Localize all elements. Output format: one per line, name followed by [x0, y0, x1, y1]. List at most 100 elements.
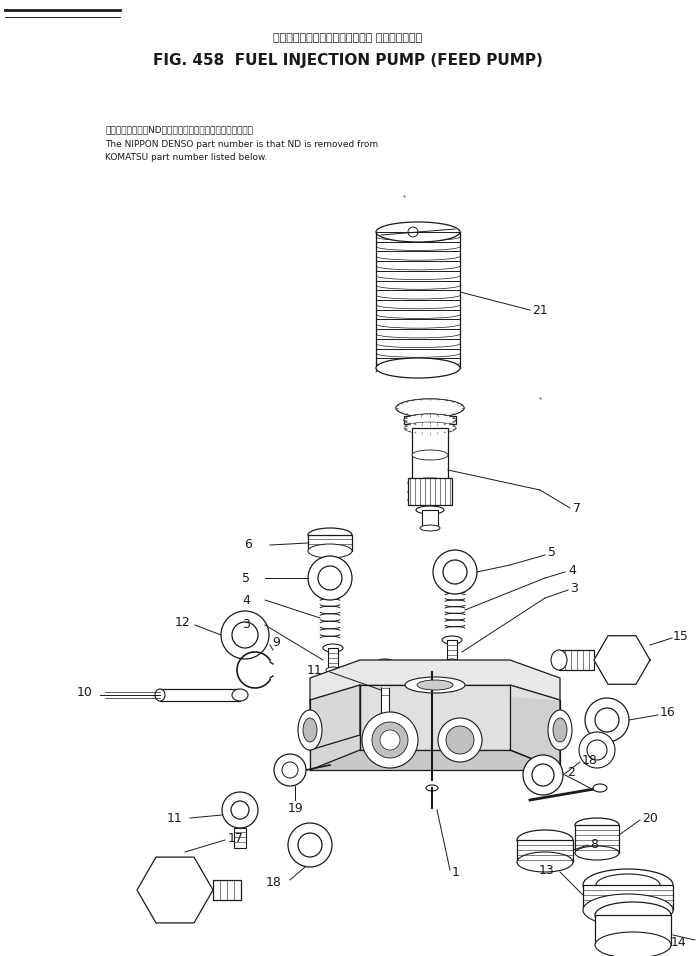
Bar	[408, 478, 452, 505]
Bar	[234, 828, 246, 848]
Text: 8: 8	[590, 838, 598, 852]
Circle shape	[585, 698, 629, 742]
Ellipse shape	[308, 528, 352, 542]
Polygon shape	[310, 685, 360, 770]
Ellipse shape	[377, 659, 393, 665]
Text: 品番のメーカ記号NDを除いたものが日本電装の品番です。: 品番のメーカ記号NDを除いたものが日本電装の品番です。	[105, 125, 253, 135]
Text: 9: 9	[272, 637, 280, 649]
Text: 20: 20	[642, 812, 658, 824]
Circle shape	[308, 556, 352, 600]
Polygon shape	[310, 660, 560, 700]
Ellipse shape	[376, 358, 460, 378]
Ellipse shape	[596, 874, 660, 896]
Circle shape	[380, 730, 400, 750]
Text: 14: 14	[671, 936, 686, 948]
Circle shape	[362, 712, 418, 768]
Text: FIG. 458  FUEL INJECTION PUMP (FEED PUMP): FIG. 458 FUEL INJECTION PUMP (FEED PUMP)	[153, 53, 543, 68]
Ellipse shape	[376, 222, 460, 242]
Circle shape	[424, 402, 436, 414]
Ellipse shape	[548, 710, 572, 750]
Text: 18: 18	[266, 876, 282, 888]
Ellipse shape	[420, 525, 440, 531]
Circle shape	[408, 227, 418, 237]
Ellipse shape	[404, 414, 456, 426]
Circle shape	[221, 611, 269, 659]
Circle shape	[438, 718, 482, 762]
Ellipse shape	[416, 506, 444, 514]
Text: 15: 15	[673, 629, 689, 642]
Text: 19: 19	[288, 801, 304, 815]
Text: 5: 5	[242, 572, 250, 584]
Ellipse shape	[404, 422, 456, 434]
Ellipse shape	[445, 659, 459, 665]
Bar	[517, 840, 573, 862]
Polygon shape	[360, 685, 510, 750]
Bar	[447, 640, 457, 662]
Circle shape	[231, 801, 249, 819]
Ellipse shape	[232, 689, 248, 701]
Bar	[595, 915, 671, 945]
Text: 12: 12	[174, 617, 190, 629]
Ellipse shape	[408, 495, 452, 505]
Text: 17: 17	[228, 832, 244, 844]
Ellipse shape	[583, 869, 673, 901]
Text: 13: 13	[538, 863, 554, 877]
Ellipse shape	[426, 785, 438, 791]
Ellipse shape	[551, 650, 567, 670]
Ellipse shape	[396, 399, 464, 417]
Ellipse shape	[595, 932, 671, 956]
Text: 5: 5	[548, 547, 556, 559]
Text: 1: 1	[452, 865, 460, 879]
Ellipse shape	[326, 667, 340, 673]
Bar	[422, 510, 438, 528]
Circle shape	[298, 833, 322, 857]
Ellipse shape	[155, 689, 165, 701]
Circle shape	[532, 764, 554, 786]
Circle shape	[595, 708, 619, 732]
Ellipse shape	[408, 478, 452, 488]
Ellipse shape	[575, 818, 619, 832]
Bar	[160, 689, 240, 701]
Text: 18: 18	[582, 753, 598, 767]
Ellipse shape	[593, 784, 607, 792]
Text: 4: 4	[242, 594, 250, 606]
Bar	[308, 535, 352, 551]
Ellipse shape	[583, 894, 673, 926]
Text: 21: 21	[532, 303, 548, 316]
Circle shape	[523, 755, 563, 795]
Circle shape	[587, 740, 607, 760]
Circle shape	[274, 754, 306, 786]
Circle shape	[318, 566, 342, 590]
Text: 11: 11	[306, 663, 322, 677]
Polygon shape	[594, 636, 650, 684]
Ellipse shape	[405, 677, 465, 693]
Polygon shape	[360, 685, 560, 700]
Polygon shape	[137, 858, 213, 923]
Text: 4: 4	[568, 563, 576, 576]
Ellipse shape	[417, 680, 453, 690]
Text: 3: 3	[242, 619, 250, 632]
Ellipse shape	[408, 487, 452, 497]
Bar	[213, 880, 241, 900]
Ellipse shape	[575, 846, 619, 860]
Text: 16: 16	[660, 706, 676, 720]
Circle shape	[282, 762, 298, 778]
Ellipse shape	[442, 636, 462, 644]
Circle shape	[579, 732, 615, 768]
Text: フェエルインジェクションポンプ フィードポンプ: フェエルインジェクションポンプ フィードポンプ	[273, 33, 422, 43]
Circle shape	[433, 550, 477, 594]
Bar	[381, 662, 389, 720]
Circle shape	[232, 622, 258, 648]
Ellipse shape	[323, 644, 343, 652]
Polygon shape	[510, 685, 560, 770]
Ellipse shape	[303, 718, 317, 742]
Circle shape	[372, 722, 408, 758]
Bar	[404, 416, 456, 424]
Bar	[412, 428, 448, 483]
Text: 2: 2	[567, 767, 575, 779]
Text: 11: 11	[167, 812, 182, 824]
Polygon shape	[310, 685, 360, 750]
Bar	[559, 650, 594, 670]
Bar	[328, 648, 338, 670]
Ellipse shape	[553, 718, 567, 742]
